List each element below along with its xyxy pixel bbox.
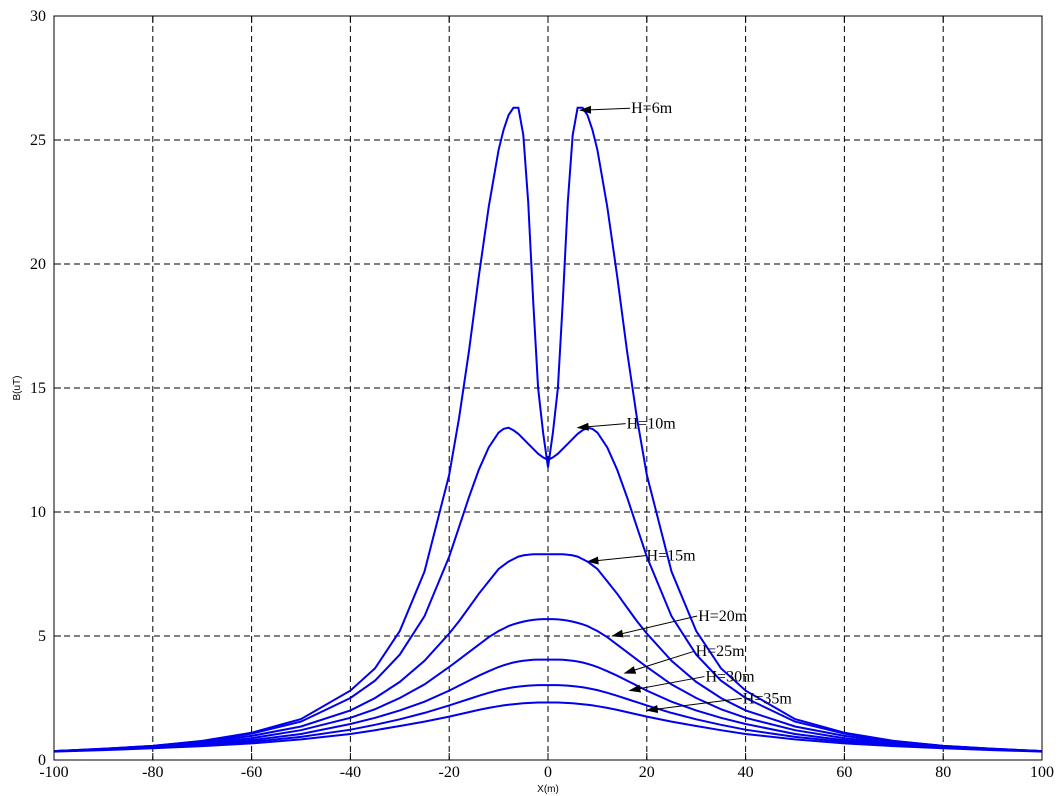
annotation-label: H=30m xyxy=(706,669,756,686)
annotation-label: H=10m xyxy=(627,416,677,433)
x-tick-label: 80 xyxy=(935,764,951,781)
series-line-3 xyxy=(53,553,1043,753)
y-axis-label: B(uT) xyxy=(12,376,23,401)
series-line-6 xyxy=(53,684,1043,753)
x-tick-label: 0 xyxy=(544,764,552,781)
plot-area xyxy=(53,106,1043,753)
x-tick-label: 100 xyxy=(1030,764,1054,781)
grid xyxy=(54,16,1042,760)
series-line-2 xyxy=(53,426,1043,753)
tick-labels: -100 -80 -60 -40 -20 0 20 40 60 80 100 0 5 10 15 20 25 30 xyxy=(30,8,1054,781)
y-tick-label: 10 xyxy=(30,504,46,521)
x-tick-label: -20 xyxy=(439,764,460,781)
x-tick-label: -60 xyxy=(241,764,262,781)
x-tick-label: -40 xyxy=(340,764,361,781)
y-tick-label: 0 xyxy=(38,752,46,769)
x-tick-label: 60 xyxy=(836,764,852,781)
annotation-label: H=20m xyxy=(698,608,748,625)
series-line-7 xyxy=(53,701,1043,753)
annotation-label: H=15m xyxy=(647,548,697,565)
y-tick-label: 20 xyxy=(30,256,46,273)
annotation-arrow xyxy=(579,105,631,114)
y-tick-label: 15 xyxy=(30,380,46,397)
x-tick-label: -100 xyxy=(39,764,68,781)
x-tick-label: -80 xyxy=(142,764,163,781)
annotation-label: H=25m xyxy=(696,643,746,660)
annotation-arrow xyxy=(586,555,646,565)
annotation-arrow xyxy=(645,697,742,713)
annotations: H=6m H=10m H=15m H=20m H=25m H=30m H=35m xyxy=(576,100,793,713)
y-tick-label: 30 xyxy=(30,8,46,25)
x-tick-label: 40 xyxy=(738,764,754,781)
x-tick-label: 20 xyxy=(639,764,655,781)
series-line-4 xyxy=(53,618,1043,753)
annotation-arrow xyxy=(611,615,698,638)
annotation-label: H=35m xyxy=(743,690,793,707)
annotation-arrow xyxy=(576,422,626,431)
annotation-arrow xyxy=(623,650,695,674)
annotation-arrow xyxy=(628,676,705,693)
series-line-5 xyxy=(53,658,1043,753)
series-line-1 xyxy=(53,106,1043,753)
y-tick-label: 5 xyxy=(38,628,46,645)
y-tick-label: 25 xyxy=(30,132,46,149)
annotation-label: H=6m xyxy=(631,100,673,117)
x-axis-label: X(m) xyxy=(537,784,559,795)
